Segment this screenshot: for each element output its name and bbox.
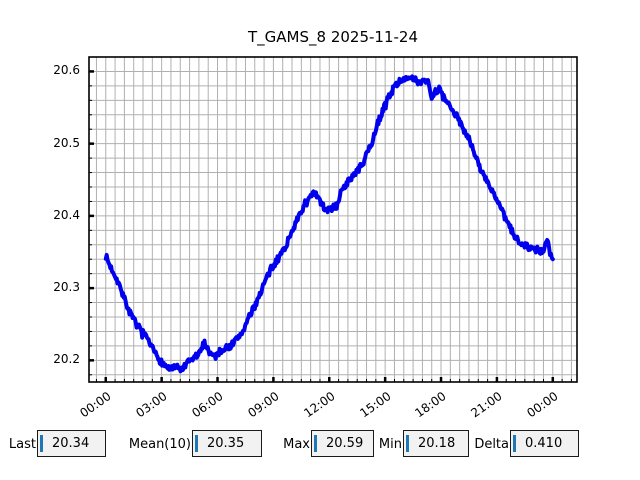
stat-value-max: 20.59 (326, 436, 364, 451)
stat-field-delta[interactable]: 0.410 (510, 430, 579, 457)
y-tick-label: 20.3 (53, 280, 80, 295)
cursor-bar-icon (314, 435, 317, 452)
plot-area (88, 56, 578, 383)
data-series-line (103, 74, 555, 374)
stat-label-mean: Mean(10) (128, 437, 191, 452)
stat-field-mean[interactable]: 20.35 (192, 430, 262, 457)
stat-field-min[interactable]: 20.18 (403, 430, 469, 457)
stats-bar: Last 20.34 Mean(10) 20.35 Max 20.59 Min … (0, 430, 640, 462)
stat-label-min: Min (378, 437, 402, 452)
stat-label-last: Last (8, 437, 36, 452)
stat-field-max[interactable]: 20.59 (311, 430, 374, 457)
cursor-bar-icon (406, 435, 409, 452)
stat-value-last: 20.34 (52, 436, 90, 451)
chart-title: T_GAMS_8 2025-11-24 (248, 28, 418, 46)
cursor-bar-icon (40, 435, 43, 452)
stat-value-min: 20.18 (418, 436, 456, 451)
y-tick-label: 20.6 (53, 63, 80, 78)
y-tick-label: 20.2 (53, 352, 80, 367)
cursor-bar-icon (195, 435, 198, 452)
stat-label-max: Max (283, 437, 310, 452)
stat-field-last[interactable]: 20.34 (37, 430, 106, 457)
y-tick-label: 20.4 (53, 207, 80, 222)
stat-value-mean: 20.35 (207, 436, 245, 451)
stat-label-delta: Delta (474, 437, 509, 452)
stat-value-delta: 0.410 (525, 436, 563, 451)
cursor-bar-icon (513, 435, 516, 452)
y-tick-label: 20.5 (53, 135, 80, 150)
